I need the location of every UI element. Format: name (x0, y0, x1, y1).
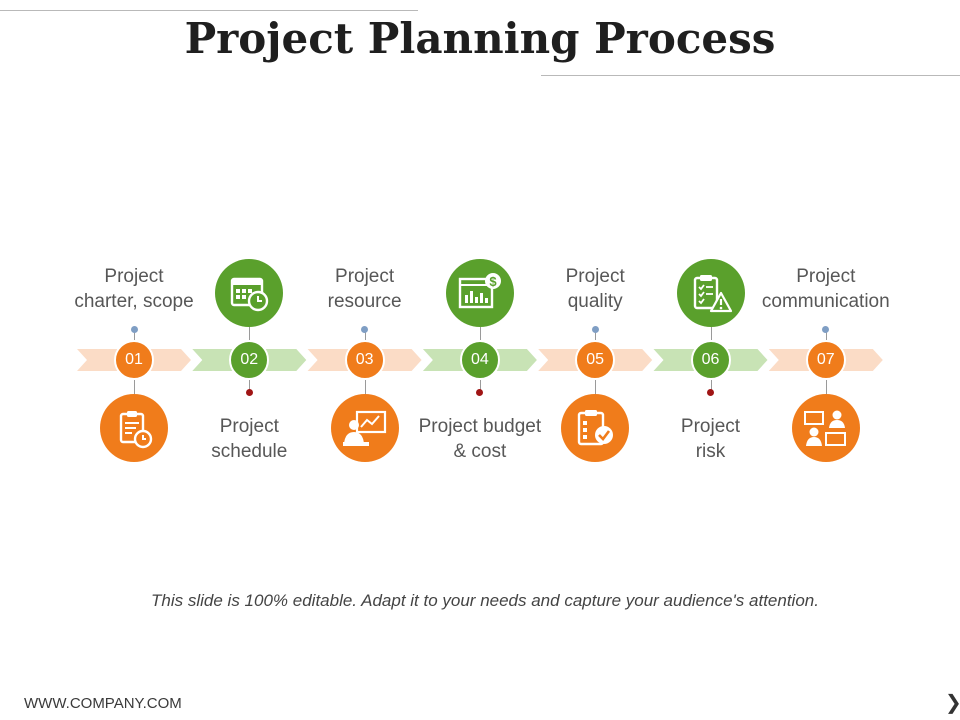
step-label: Project communication (761, 266, 890, 312)
connector-line (825, 330, 827, 340)
chevron-right-icon[interactable]: ❯ (945, 690, 960, 715)
footer-url[interactable]: WWW.COMPANY.COM (24, 695, 182, 712)
step-label: Project resource (327, 266, 402, 312)
connector-dot (822, 326, 830, 333)
step-number-badge: 02 (229, 340, 270, 380)
connector-line (134, 330, 135, 340)
presenter-board-icon (330, 394, 399, 462)
connector-dot (591, 326, 599, 333)
connector-line (479, 327, 481, 340)
step-label: Project charter, scope (74, 266, 194, 312)
connector-line (595, 330, 597, 340)
step-label: Project risk (680, 416, 741, 462)
people-chat-icon (791, 394, 860, 462)
connector-dot (361, 326, 369, 333)
connector-line (710, 327, 712, 340)
connector-line (710, 380, 712, 390)
connector-line (134, 380, 135, 394)
footer-note: This slide is 100% editable. Adapt it to… (151, 591, 819, 610)
step-label: Project quality (565, 266, 625, 312)
step-number-badge: 03 (344, 340, 385, 380)
checklist-warning-icon (676, 259, 745, 327)
connector-line (825, 380, 827, 394)
connector-line (249, 380, 251, 390)
connector-dot (707, 389, 714, 396)
connector-dot (130, 326, 138, 333)
connector-line (249, 327, 251, 340)
checklist-check-icon (561, 394, 630, 462)
connector-dot (245, 389, 253, 396)
step-number-badge: 07 (805, 340, 846, 380)
top-rule-right (541, 75, 960, 76)
dollar-chart-icon: $ (445, 259, 514, 327)
connector-line (364, 380, 366, 394)
step-label: Project budget & cost (418, 416, 542, 462)
connector-line (595, 380, 597, 394)
step-number-badge: 05 (575, 340, 616, 380)
top-rule-left (0, 10, 418, 11)
connector-line (479, 380, 481, 390)
clipboard-clock-icon (100, 394, 168, 462)
step-label: Project schedule (211, 416, 288, 462)
calendar-clock-icon (215, 259, 284, 327)
svg-text:$: $ (489, 274, 497, 289)
step-number-badge: 04 (459, 340, 500, 380)
connector-line (364, 330, 366, 340)
page-title: Project Planning Process (184, 14, 776, 63)
step-number-badge: 06 (690, 340, 731, 380)
connector-dot (476, 389, 484, 396)
step-number-badge: 01 (114, 340, 154, 380)
